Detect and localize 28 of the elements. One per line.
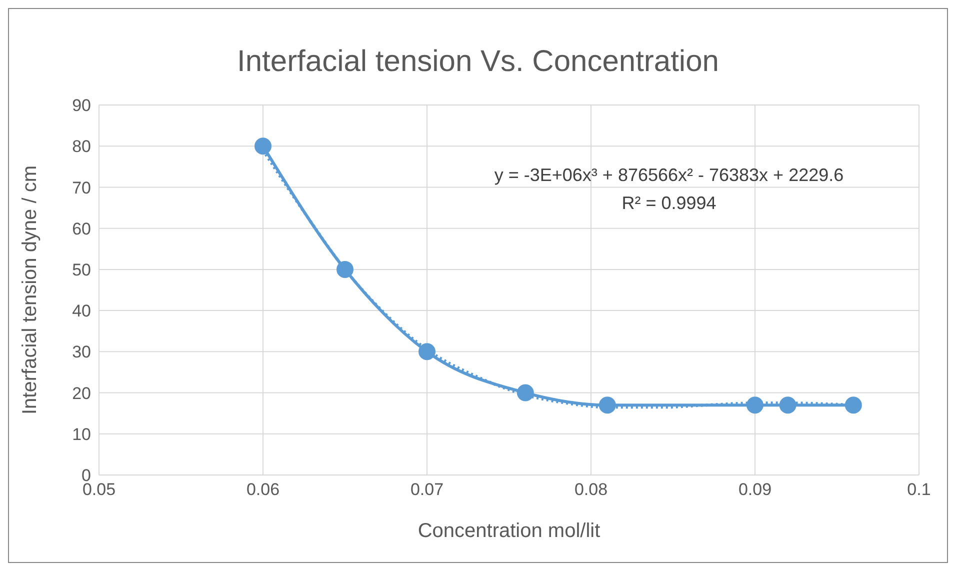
y-tick-label: 50: [72, 260, 91, 280]
x-tick-label: 0.05: [82, 480, 116, 500]
point: [746, 396, 764, 414]
x-axis-title: Concentration mol/lit: [418, 520, 601, 542]
y-tick-label: 40: [72, 302, 91, 321]
point: [418, 343, 436, 360]
x-tick-label: 0.08: [574, 480, 608, 500]
y-tick-label: 70: [72, 178, 91, 198]
y-tick-label: 60: [72, 219, 91, 238]
x-tick-label: 0.06: [246, 480, 280, 500]
y-tick-label: 20: [72, 384, 91, 403]
point: [336, 260, 354, 278]
annotation: R² = 0.9994: [620, 192, 718, 215]
y-tick-label: 90: [72, 96, 91, 116]
annotation: y = -3E+06x³ + 876566x² - 76383x + 2229.6: [493, 164, 845, 187]
y-tick-label: 10: [72, 424, 91, 444]
point: [598, 396, 616, 414]
point: [516, 384, 534, 402]
point: [254, 138, 272, 155]
chart-title: Interfacial tension Vs. Concentration: [236, 45, 720, 80]
x-tick-label: 0.07: [410, 480, 444, 500]
x-tick-label: 0.1: [907, 480, 931, 500]
x-tick-label: 0.09: [738, 480, 772, 500]
y-tick-label: 30: [72, 342, 91, 362]
point: [844, 396, 862, 414]
y-axis-title: Interfacial tension dyne / cm: [19, 165, 42, 415]
y-tick-label: 80: [72, 137, 91, 156]
point: [779, 396, 796, 414]
